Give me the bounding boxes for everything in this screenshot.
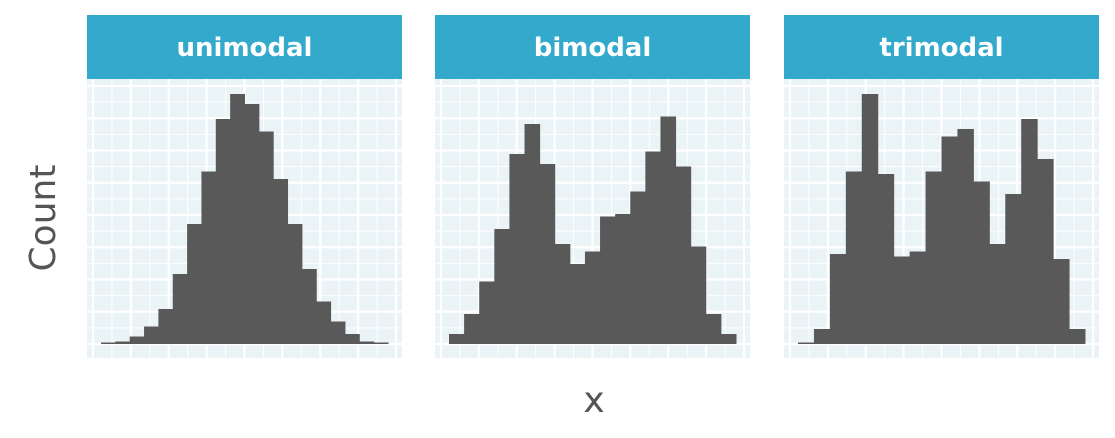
histogram-bar [344,334,360,344]
histogram-bar [316,301,332,344]
histogram-bar [909,251,927,344]
histogram-bar [273,179,289,344]
histogram-bar [829,254,847,344]
histogram-bar [509,154,526,344]
histogram-bar [1021,119,1038,344]
histogram-bar [464,314,480,344]
histogram-bar [101,342,116,344]
histogram-bar [660,116,677,344]
histogram-bar [675,166,692,344]
histogram-bar [705,314,722,344]
histogram-bar [287,224,303,344]
histogram-bar [330,321,346,344]
histogram-bar [630,191,646,344]
histogram-bar [645,151,661,344]
histogram-bar [359,341,375,344]
histogram-bar [554,244,571,344]
facet-strip [87,15,402,79]
y-axis-title: Count [23,165,64,272]
facet-strip-label: trimodal [879,33,1003,63]
histogram-bar [569,264,586,344]
histogram-bar [144,326,159,344]
histogram-bar [244,104,260,344]
histogram-bar [539,164,556,344]
histogram-bar [957,129,974,344]
histogram-bar [479,281,495,344]
x-axis-title: x [583,380,604,421]
facet-strip [435,15,750,79]
histogram-bar [1069,329,1086,344]
facet-panel-trimodal: trimodal [784,15,1099,358]
histogram-bar [172,274,188,344]
histogram-bar [720,334,737,344]
histogram-bar [201,171,217,344]
histogram-bar [230,94,245,344]
histogram-bar [615,214,631,344]
histogram-bar [258,131,274,344]
histogram-bar [845,171,863,344]
facet-strip [784,15,1099,79]
histogram-bar [1005,194,1022,344]
histogram-bar [989,244,1006,344]
histogram-bar [893,256,911,344]
histogram-bar [877,174,895,344]
histogram-bar [158,309,174,344]
facet-panels: unimodal bimodal trimodal [87,15,1099,358]
histogram-bar [690,246,707,344]
histogram-bar [524,124,541,344]
facet-strip-label: bimodal [534,33,652,63]
histogram-bar [925,171,942,344]
histogram-bar [1053,259,1070,344]
histogram-bar [600,216,616,344]
histogram-bar [798,342,815,344]
histogram-bar [861,94,879,344]
histogram-bar [813,329,831,344]
histogram-bar [129,336,145,344]
histogram-bar [941,136,958,344]
histogram-bar [215,119,231,344]
facet-strip-label: unimodal [177,33,313,63]
histogram-bar [449,334,465,344]
facet-panel-bimodal: bimodal [435,15,750,358]
histogram-bar [584,251,601,344]
histogram-bar [373,342,389,344]
histogram-bar [187,224,202,344]
histogram-bar [494,229,510,344]
histogram-bar [1037,159,1054,344]
facet-panel-unimodal: unimodal [87,15,402,358]
histogram-bar [973,181,990,344]
histogram-bar [115,341,131,344]
histogram-bar [301,269,317,344]
